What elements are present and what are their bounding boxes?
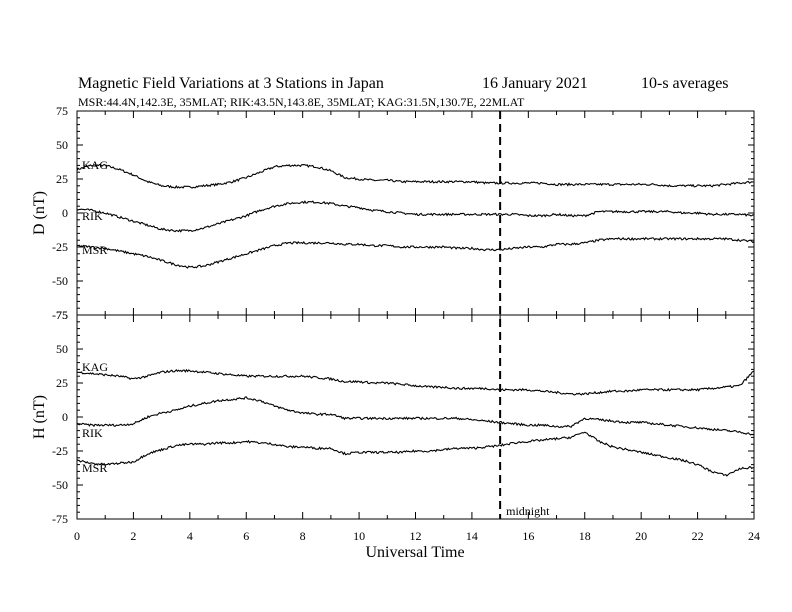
x-tick-label: 6	[243, 529, 249, 543]
d-axis-label: D (nT)	[31, 191, 48, 235]
d-line-msr	[76, 236, 755, 269]
d-label-rik: RIK	[82, 209, 103, 223]
h-axis-label: H (nT)	[31, 395, 48, 439]
x-tick-label: 4	[187, 529, 193, 543]
x-tick-label: 16	[522, 529, 534, 543]
d-label-kag: KAG	[82, 158, 108, 172]
y-tick-label: -25	[52, 240, 68, 254]
y-tick-label: 50	[56, 138, 68, 152]
y-tick-label: 75	[56, 104, 68, 118]
y-tick-label: 25	[56, 376, 68, 390]
h-label-msr: MSR	[82, 461, 107, 475]
h-line-kag	[76, 368, 755, 396]
y-tick-label: 0	[62, 410, 68, 424]
x-tick-label: 20	[635, 529, 647, 543]
h-line-msr	[76, 431, 755, 477]
y-tick-label: -25	[52, 444, 68, 458]
x-tick-label: 22	[692, 529, 704, 543]
y-tick-label: -50	[52, 274, 68, 288]
chart-date: 16 January 2021	[482, 75, 588, 92]
x-tick-label: 10	[353, 529, 365, 543]
d-label-msr: MSR	[82, 243, 107, 257]
x-tick-label: 14	[466, 529, 478, 543]
h-line-rik	[76, 396, 755, 436]
station-coordinates: MSR:44.4N,142.3E, 35MLAT; RIK:43.5N,143.…	[78, 95, 525, 109]
x-tick-label: 18	[579, 529, 591, 543]
y-tick-label: -50	[52, 478, 68, 492]
x-tick-label: 0	[74, 529, 80, 543]
x-axis-label: Universal Time	[365, 544, 464, 561]
midnight-label: midnight	[506, 504, 550, 518]
y-tick-label: 0	[62, 206, 68, 220]
d-line-rik	[76, 200, 755, 233]
h-panel-frame	[76, 314, 755, 520]
h-label-kag: KAG	[82, 360, 108, 374]
x-tick-label: 12	[410, 529, 422, 543]
axis-ticks	[76, 110, 755, 520]
d-line-kag	[76, 163, 755, 189]
y-tick-label: 50	[56, 342, 68, 356]
d-panel-lines	[76, 163, 755, 269]
x-tick-label: 24	[748, 529, 760, 543]
y-tick-label: -75	[52, 512, 68, 526]
x-tick-label: 2	[130, 529, 136, 543]
y-tick-label: -75	[52, 308, 68, 322]
y-tick-label: 25	[56, 172, 68, 186]
chart-averaging: 10-s averages	[641, 75, 729, 92]
h-label-rik: RIK	[82, 426, 103, 440]
y-tick-label: 75	[56, 308, 68, 322]
chart-title: Magnetic Field Variations at 3 Stations …	[78, 75, 384, 92]
h-panel-lines	[76, 368, 755, 477]
x-tick-label: 8	[300, 529, 306, 543]
